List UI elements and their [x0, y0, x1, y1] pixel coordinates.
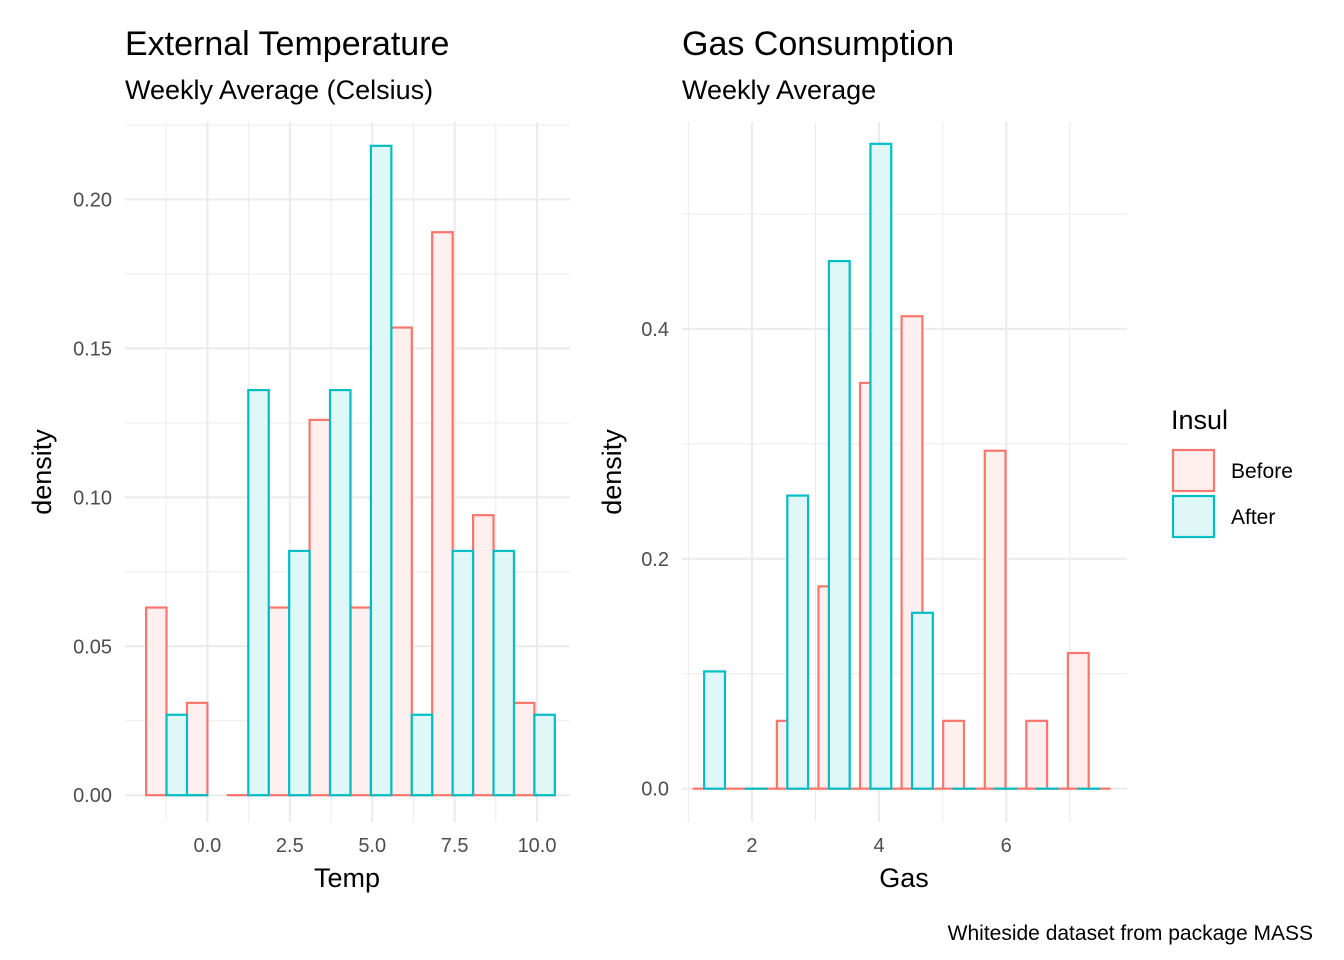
x-tick-label: 0.0 — [194, 835, 222, 857]
x-tick-label: 6 — [1001, 835, 1012, 857]
bar-before — [144, 606, 168, 797]
y-tick-label: 0.4 — [641, 319, 669, 341]
legend-label-before: Before — [1231, 460, 1293, 483]
bar-before — [1066, 651, 1090, 790]
panel-temperature: External Temperature Weekly Average (Cel… — [27, 25, 570, 893]
bar-after — [451, 549, 475, 797]
bar-before — [1025, 719, 1049, 790]
y-tick-label: 0.10 — [73, 487, 112, 509]
bar-before — [267, 606, 291, 797]
temperature-y-ticks: 0.00 0.05 0.10 0.15 0.20 — [73, 189, 112, 807]
bar-after — [492, 549, 516, 797]
x-tick-label: 2 — [746, 835, 757, 857]
gas-y-ticks: 0.0 0.2 0.4 — [641, 319, 669, 801]
gas-y-axis-label: density — [597, 429, 627, 515]
y-tick-label: 0.05 — [73, 636, 112, 658]
bar-after — [869, 142, 893, 790]
gas-x-axis-label: Gas — [879, 863, 929, 893]
legend-label-after: After — [1231, 506, 1275, 529]
bar-after — [328, 388, 352, 797]
x-tick-label: 5.0 — [358, 835, 386, 857]
bar-before — [942, 719, 966, 790]
bar-before — [431, 231, 454, 797]
bar-before — [390, 326, 413, 797]
legend-title: Insul — [1171, 405, 1228, 435]
gas-bars-before — [692, 315, 1111, 790]
gas-bars-after — [703, 142, 1101, 790]
temperature-subtitle: Weekly Average (Celsius) — [125, 75, 433, 105]
bar-before — [308, 418, 332, 797]
temperature-x-axis-label: Temp — [314, 863, 380, 893]
x-tick-label: 4 — [874, 835, 885, 857]
bar-before — [471, 514, 495, 797]
temperature-bars-after — [165, 144, 556, 797]
y-tick-label: 0.00 — [73, 785, 112, 807]
legend-key-after — [1171, 494, 1216, 539]
bar-after — [533, 713, 556, 797]
bar-before — [349, 606, 373, 797]
y-tick-label: 0.15 — [73, 338, 112, 360]
bar-after — [288, 549, 311, 797]
temperature-x-ticks: 0.0 2.5 5.0 7.5 10.0 — [194, 835, 557, 857]
y-tick-label: 0.0 — [641, 779, 669, 801]
bar-before — [185, 701, 209, 797]
caption: Whiteside dataset from package MASS — [948, 922, 1313, 945]
bar-after — [165, 713, 189, 797]
bar-after — [827, 259, 851, 790]
gas-x-ticks: 2 4 6 — [746, 835, 1011, 857]
x-tick-label: 7.5 — [441, 835, 469, 857]
bar-after — [786, 494, 810, 790]
bar-after — [247, 388, 270, 797]
y-tick-label: 0.20 — [73, 189, 112, 211]
legend: Insul Before After — [1171, 405, 1293, 539]
gas-subtitle: Weekly Average — [682, 75, 876, 105]
y-tick-label: 0.2 — [641, 549, 669, 571]
bar-after — [369, 144, 393, 797]
bar-before — [512, 701, 536, 797]
temperature-y-axis-label: density — [27, 429, 57, 515]
legend-key-before — [1171, 448, 1216, 493]
bar-after — [703, 670, 727, 790]
x-tick-label: 10.0 — [518, 835, 557, 857]
x-tick-label: 2.5 — [276, 835, 304, 857]
bar-before — [983, 449, 1007, 790]
temperature-title: External Temperature — [125, 25, 449, 63]
gas-title: Gas Consumption — [682, 25, 954, 63]
bar-after — [910, 611, 934, 790]
bar-after — [410, 713, 434, 797]
